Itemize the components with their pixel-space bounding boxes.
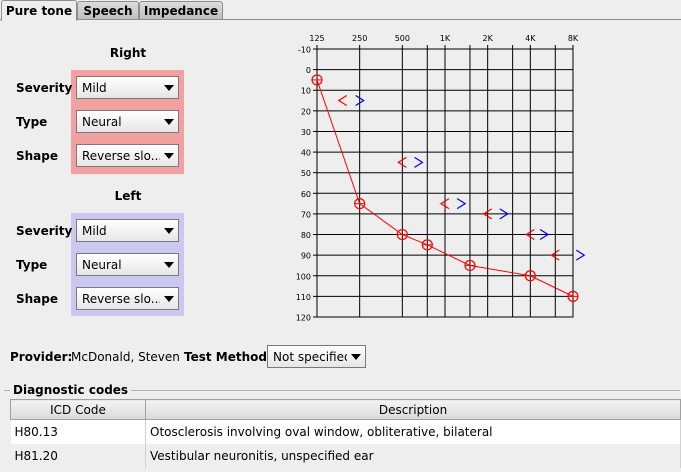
y-tick-label: 60 [301, 190, 311, 199]
y-tick-label: -10 [298, 46, 311, 55]
bone-marker-right [397, 156, 407, 168]
bone-marker-right [482, 208, 492, 220]
test-method-value: Not specified [273, 349, 347, 364]
left-shape-value: Reverse slo... [82, 291, 160, 306]
chevron-down-icon [160, 118, 178, 125]
tab-bar: Pure tone Speech Impedance [0, 0, 681, 21]
y-tick-label: 70 [301, 210, 311, 219]
y-tick-label: 20 [301, 107, 311, 116]
right-shape-select[interactable]: Reverse slo... [76, 144, 179, 167]
table-row[interactable]: H80.13 Otosclerosis involving oval windo… [10, 419, 681, 444]
bone-marker-left [355, 95, 365, 107]
y-tick-label: 0 [306, 66, 311, 75]
column-header-icd-code[interactable]: ICD Code [10, 399, 146, 420]
plot-border [316, 48, 574, 318]
y-tick-label: 40 [301, 149, 311, 158]
test-method-label: Test Method: [184, 350, 272, 364]
left-severity-value: Mild [82, 223, 107, 238]
y-tick-label: 110 [296, 293, 311, 302]
chevron-down-icon [160, 84, 178, 91]
x-tick-label: 4K [525, 34, 536, 43]
right-type-select[interactable]: Neural [76, 110, 179, 133]
right-type-label: Type [16, 115, 48, 129]
bone-marker-left [575, 249, 586, 261]
diagnostic-codes-group [4, 390, 680, 472]
x-tick-label: 500 [395, 34, 410, 43]
y-tick-label: 120 [296, 314, 311, 323]
left-severity-select[interactable]: Mild [76, 219, 179, 242]
bone-marker-left [456, 198, 467, 210]
bone-marker-right [439, 198, 450, 210]
chevron-down-icon [160, 261, 178, 268]
test-method-select[interactable]: Not specified [267, 345, 366, 368]
y-tick-label: 80 [301, 231, 311, 240]
diagnostic-codes-title: Diagnostic codes [10, 383, 132, 397]
bone-marker-right [337, 95, 348, 107]
description-cell: Vestibular neuronitis, unspecified ear [145, 443, 681, 468]
y-tick-label: 50 [301, 169, 311, 178]
right-severity-value: Mild [82, 80, 107, 95]
y-tick-label: 30 [301, 128, 311, 137]
right-type-value: Neural [82, 114, 122, 129]
provider-label: Provider: [10, 350, 73, 364]
diagnostic-codes-table: ICD Code Description H80.13 Otosclerosis… [10, 399, 681, 468]
tab-pure-tone[interactable]: Pure tone [1, 0, 77, 21]
y-tick-label: 100 [296, 272, 311, 281]
left-type-label: Type [16, 258, 48, 272]
x-tick-label: 125 [309, 34, 324, 43]
bone-marker-right [550, 249, 560, 261]
right-group-title: Right [109, 46, 147, 60]
tab-impedance[interactable]: Impedance [139, 1, 223, 20]
table-row[interactable]: H81.20 Vestibular neuronitis, unspecifie… [10, 443, 681, 468]
bone-marker-left [414, 156, 424, 168]
left-type-select[interactable]: Neural [76, 253, 179, 276]
audiogram-chart[interactable]: -10 0 10 20 30 40 50 60 70 80 90 100 110 120 125 250 500… [280, 30, 600, 330]
right-severity-select[interactable]: Mild [76, 76, 179, 99]
tab-speech[interactable]: Speech [77, 1, 139, 20]
icd-code-cell: H81.20 [10, 443, 146, 468]
right-shape-value: Reverse slo... [82, 148, 160, 163]
x-tick-label: 8K [568, 34, 579, 43]
right-severity-label: Severity [16, 81, 73, 95]
bone-marker-right [525, 229, 535, 241]
left-shape-label: Shape [16, 292, 59, 306]
left-group-title: Left [114, 189, 142, 203]
chevron-down-icon [160, 152, 178, 159]
left-severity-label: Severity [16, 224, 73, 238]
y-tick-label: 90 [301, 252, 311, 261]
y-tick-label: 10 [301, 87, 311, 96]
icd-code-cell: H80.13 [10, 419, 146, 444]
left-type-value: Neural [82, 257, 122, 272]
column-header-description[interactable]: Description [145, 399, 681, 420]
description-cell: Otosclerosis involving oval window, obli… [145, 419, 681, 444]
chevron-down-icon [160, 295, 178, 302]
x-tick-label: 250 [352, 34, 367, 43]
x-tick-label: 1K [440, 34, 451, 43]
bone-marker-left [539, 229, 550, 241]
chevron-down-icon [347, 353, 365, 360]
chevron-down-icon [160, 227, 178, 234]
bone-marker-left [499, 208, 509, 220]
left-shape-select[interactable]: Reverse slo... [76, 287, 179, 310]
x-tick-label: 2K [482, 34, 493, 43]
right-shape-label: Shape [16, 149, 59, 163]
provider-value: McDonald, Steven [71, 350, 180, 364]
